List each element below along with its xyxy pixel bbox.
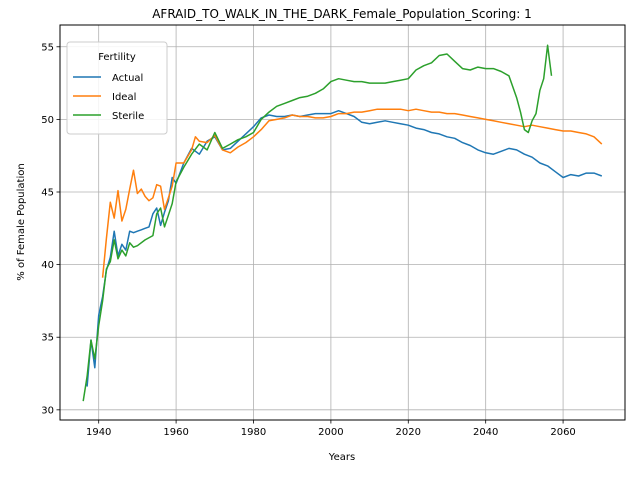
y-axis-label: % of Female Population: [16, 163, 27, 280]
y-tick-label: 30: [41, 405, 54, 416]
legend-items: Actual Ideal Sterile: [73, 73, 144, 122]
series-lines: [82, 44, 603, 402]
x-tick-label: 2020: [396, 427, 421, 438]
x-tick-label: 2060: [550, 427, 575, 438]
y-tick-label: 35: [41, 333, 54, 344]
legend-label-sterile: Sterile: [112, 111, 144, 122]
y-axis-ticks: 30 35 40 45 50 55: [41, 42, 60, 416]
legend: Fertility Actual Ideal Sterile: [66, 41, 168, 135]
legend-label-actual: Actual: [112, 73, 143, 84]
grid: [60, 25, 625, 420]
x-axis-ticks: 1940 1960 1980 2000 2020 2040 2060: [86, 420, 576, 438]
y-tick-label: 45: [41, 188, 54, 199]
y-tick-label: 40: [41, 260, 54, 271]
legend-box: [66, 41, 168, 135]
x-tick-label: 1940: [86, 427, 111, 438]
chart-title: AFRAID_TO_WALK_IN_THE_DARK_Female_Popula…: [152, 7, 532, 21]
series-line-ideal: [101, 108, 603, 278]
plot-frame: [59, 24, 626, 421]
legend-title: Fertility: [98, 52, 136, 63]
y-tick-label: 55: [41, 42, 54, 53]
x-axis-label: Years: [328, 452, 355, 463]
x-tick-label: 1960: [163, 427, 188, 438]
x-tick-label: 2040: [473, 427, 498, 438]
y-tick-label: 50: [41, 115, 54, 126]
series-line-sterile: [82, 44, 553, 402]
legend-label-ideal: Ideal: [112, 92, 136, 103]
x-tick-label: 2000: [318, 427, 343, 438]
x-tick-label: 1980: [241, 427, 266, 438]
